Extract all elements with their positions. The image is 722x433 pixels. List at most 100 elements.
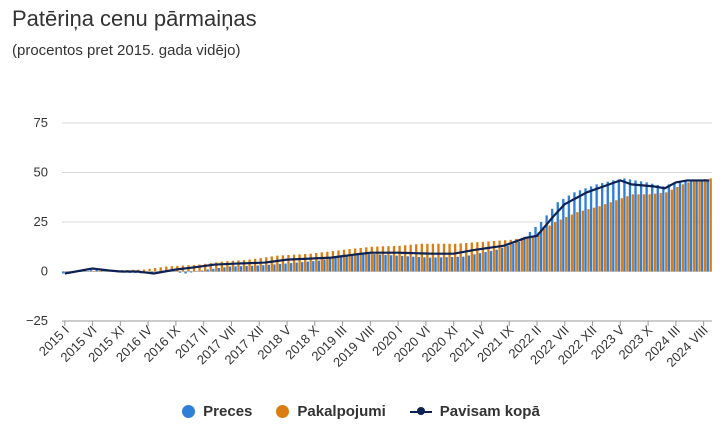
preces-bar	[462, 256, 465, 272]
pakalpojumi-bar	[609, 202, 612, 272]
preces-bar	[223, 267, 226, 272]
pakalpojumi-bar	[548, 225, 551, 272]
preces-bar	[606, 181, 609, 272]
legend: Preces Pakalpojumi Pavisam kopā	[0, 403, 722, 420]
preces-bar	[173, 271, 176, 272]
preces-bar	[178, 271, 182, 273]
y-tick-label: 50	[34, 165, 48, 180]
pakalpojumi-bar	[648, 194, 651, 272]
preces-bar	[528, 231, 532, 272]
preces-bar	[306, 261, 309, 272]
pakalpojumi-bar	[487, 241, 490, 272]
pakalpojumi-bar	[292, 254, 296, 272]
preces-legend-dot-icon	[182, 405, 196, 418]
pakalpojumi-bar	[248, 259, 251, 272]
pakalpojumi-bar	[420, 243, 423, 272]
preces-bar	[295, 262, 298, 272]
preces-bar	[656, 185, 659, 272]
bar-series[interactable]	[62, 178, 712, 274]
pakalpojumi-bar	[381, 246, 385, 272]
legend-label-pakalpojumi: Pakalpojumi	[297, 403, 386, 420]
legend-item-preces[interactable]: Preces	[182, 403, 252, 420]
pakalpojumi-bar	[353, 248, 357, 272]
preces-bar	[328, 258, 332, 272]
pakalpojumi-bar	[503, 240, 507, 272]
preces-bar	[645, 182, 648, 272]
y-tick-label: 75	[34, 115, 48, 130]
preces-bar	[351, 254, 354, 272]
preces-bar	[345, 255, 348, 272]
pakalpojumi-bar	[437, 243, 440, 272]
total-line-series[interactable]	[64, 179, 710, 275]
pakalpojumi-bar	[359, 247, 362, 272]
preces-bar	[423, 257, 426, 272]
preces-bar	[95, 269, 98, 272]
pakalpojumi-bar	[198, 264, 201, 272]
preces-bar	[562, 198, 565, 272]
pakalpojumi-bar	[342, 249, 346, 272]
preces-bar	[384, 254, 387, 272]
pakalpojumi-bar	[153, 268, 157, 272]
pakalpojumi-bar	[631, 194, 635, 272]
preces-bar	[289, 263, 293, 272]
pakalpojumi-bar	[170, 266, 173, 272]
preces-bar	[62, 271, 65, 274]
preces-bar	[673, 182, 676, 272]
pakalpojumi-bar	[670, 189, 673, 272]
pakalpojumi-bar	[376, 246, 379, 272]
pakalpojumi-bar	[81, 271, 85, 272]
preces-bar	[395, 255, 398, 272]
pakalpojumi-bar	[398, 245, 401, 272]
preces-bar	[623, 178, 626, 272]
preces-bar	[517, 241, 521, 272]
grid-lines	[62, 122, 712, 322]
pakalpojumi-bar	[687, 182, 690, 272]
pakalpojumi-bar	[409, 244, 412, 272]
preces-bar	[101, 270, 104, 272]
preces-bar	[567, 195, 571, 272]
pakalpojumi-bar	[98, 270, 101, 272]
pakalpojumi-bar	[415, 244, 418, 272]
preces-bar	[389, 255, 393, 272]
pakalpojumi-bar	[237, 260, 240, 272]
pakalpojumi-bar	[165, 266, 168, 272]
preces-bar	[617, 179, 621, 272]
pakalpojumi-bar	[692, 180, 696, 272]
preces-bar	[551, 208, 554, 272]
line-marker-icon	[409, 405, 432, 418]
preces-bar	[312, 261, 315, 272]
preces-bar	[262, 265, 265, 272]
chart-title: Patēriņa cenu pārmaiņas	[12, 6, 257, 31]
pakalpojumi-bar	[603, 204, 607, 272]
preces-bar	[556, 202, 559, 272]
pakalpojumi-bar	[665, 192, 668, 272]
preces-bar	[539, 222, 543, 272]
preces-bar	[406, 256, 409, 272]
pakalpojumi-bar	[287, 255, 290, 272]
pakalpojumi-bar	[270, 256, 273, 272]
preces-bar	[651, 183, 654, 272]
preces-bar	[217, 268, 221, 272]
preces-bar	[401, 255, 404, 272]
pakalpojumi-bar	[559, 219, 562, 272]
pakalpojumi-bar	[370, 246, 373, 272]
legend-item-pavisam-kopa[interactable]: Pavisam kopā	[409, 403, 540, 420]
pakalpojumi-bar	[298, 254, 301, 272]
pakalpojumi-bar	[431, 243, 435, 272]
preces-bar	[589, 186, 593, 272]
pakalpojumi-bar	[92, 270, 96, 272]
preces-bar	[278, 263, 282, 272]
preces-bar	[323, 259, 326, 272]
pakalpojumi-bar	[337, 250, 340, 272]
preces-bar	[184, 271, 187, 274]
pakalpojumi-bar	[403, 245, 407, 272]
pakalpojumi-bar	[709, 178, 712, 272]
pakalpojumi-bar	[459, 243, 462, 272]
pakalpojumi-bar	[348, 249, 351, 272]
preces-bar	[334, 256, 337, 272]
pakalpojumi-bar	[281, 255, 285, 272]
preces-bar	[245, 265, 248, 272]
total-line	[64, 179, 710, 275]
legend-item-pakalpojumi[interactable]: Pakalpojumi	[276, 403, 386, 420]
